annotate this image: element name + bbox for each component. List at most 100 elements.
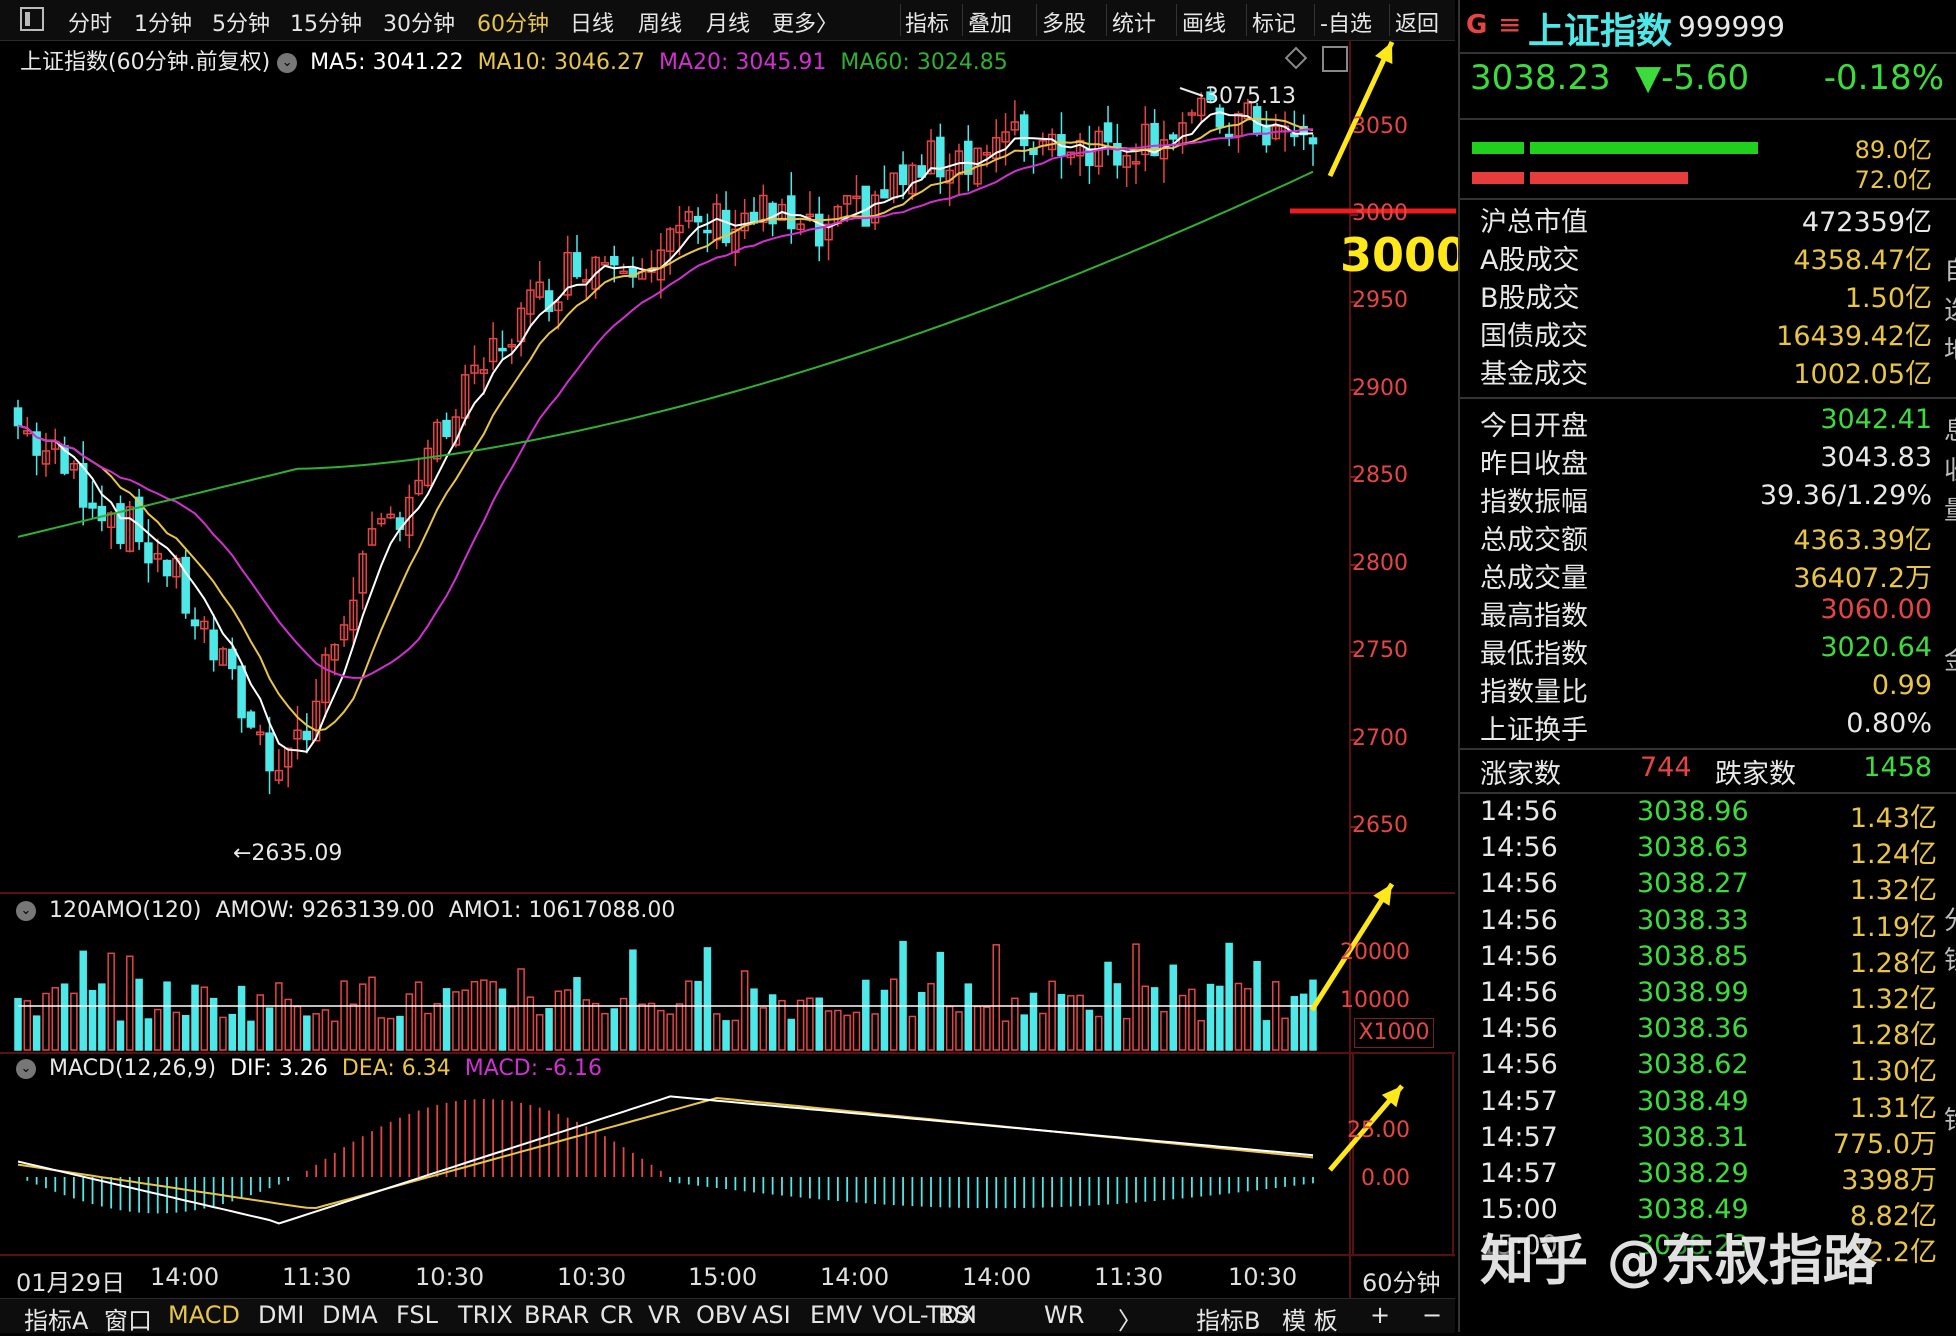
period-tab-5[interactable]: 60分钟 <box>477 12 549 37</box>
candle-body <box>134 496 144 543</box>
edge-cutoff-char: 选 <box>1944 290 1956 327</box>
indicator-tab-4[interactable]: DMA <box>322 1301 378 1329</box>
main-chart-title: 上证指数(60分钟.前复权) <box>20 50 271 75</box>
volume-bar <box>14 998 22 1051</box>
indicator-tab-9[interactable]: VR <box>648 1301 682 1329</box>
indicator-tab-0[interactable]: 指标A <box>24 1307 89 1335</box>
volume-bar <box>116 1020 125 1051</box>
volume-bar <box>98 983 106 1051</box>
indicator-tab-1[interactable]: 窗口 <box>104 1307 152 1335</box>
stat-label: A股成交 <box>1480 245 1580 276</box>
tick-time: 14:56 <box>1480 868 1558 900</box>
volume-bar <box>275 982 283 1051</box>
period-tab-2[interactable]: 5分钟 <box>212 12 270 37</box>
period-tab-8[interactable]: 月线 <box>706 12 751 37</box>
volume-bar <box>433 1003 441 1051</box>
volume-bar <box>554 990 563 1051</box>
stat-row: 沪总市值 472359亿 <box>1472 200 1932 238</box>
main-chart-info: 上证指数(60分钟.前复权) ⌄ MA5: 3041.22 MA10: 3046… <box>20 44 1008 76</box>
volume-bar <box>573 977 581 1051</box>
annotation-arrowhead <box>1374 42 1393 64</box>
index-code: 999999 <box>1678 10 1785 43</box>
kline-chart[interactable] <box>0 0 1456 1298</box>
tool-button-6[interactable]: -自选 <box>1320 12 1372 37</box>
indicator-tab-13[interactable]: VOL-TDX <box>872 1301 976 1329</box>
stat-row: 总成交额 4363.39亿 <box>1472 518 1932 556</box>
toolbar-divider <box>1314 4 1315 36</box>
volume-bar <box>414 981 423 1051</box>
volume-bar <box>806 997 814 1051</box>
volume-bar <box>1290 996 1299 1051</box>
index-name: 上证指数 <box>1528 11 1673 52</box>
volume-bar <box>908 1015 917 1051</box>
tool-button-3[interactable]: 统计 <box>1112 12 1157 37</box>
period-tab-4[interactable]: 30分钟 <box>383 12 455 37</box>
volume-bar <box>1225 942 1233 1051</box>
bottom-right-button-0[interactable]: 指标B <box>1196 1307 1261 1335</box>
tick-row: 14:56 3038.27 1.32亿 <box>1472 868 1937 907</box>
volume-bar <box>396 1015 404 1051</box>
volume-bar <box>871 1013 879 1051</box>
bottom-right-button-2[interactable]: + <box>1370 1301 1391 1329</box>
volume-bar <box>470 980 479 1051</box>
period-tab-0[interactable]: 分时 <box>68 12 113 37</box>
indicator-tab-10[interactable]: OBV <box>696 1301 748 1329</box>
period-tab-3[interactable]: 15分钟 <box>290 12 362 37</box>
volume-bar <box>247 1020 255 1051</box>
indicator-tab-14[interactable]: RSI <box>938 1301 977 1329</box>
bottom-right-button-3[interactable]: − <box>1422 1301 1443 1329</box>
indicator-tab-6[interactable]: TRIX <box>458 1301 513 1329</box>
stat-label: 国债成交 <box>1480 321 1588 352</box>
indicator-tab-16[interactable]: 〉 <box>1118 1307 1142 1335</box>
tool-button-7[interactable]: 返回 <box>1395 12 1440 37</box>
tool-button-1[interactable]: 叠加 <box>968 12 1013 37</box>
macd-settings-icon[interactable]: ⌄ <box>16 1059 36 1079</box>
indicator-tab-3[interactable]: DMI <box>258 1301 305 1329</box>
candle-body <box>759 194 768 223</box>
period-tab-1[interactable]: 1分钟 <box>134 12 192 37</box>
indicator-tab-7[interactable]: BRAR <box>524 1301 590 1329</box>
tick-row: 14:56 3038.85 1.28亿 <box>1472 941 1937 979</box>
volume-settings-icon[interactable]: ⌄ <box>16 901 36 921</box>
indicator-tab-2[interactable]: MACD <box>168 1301 240 1329</box>
candle-body <box>1010 121 1020 131</box>
tool-button-0[interactable]: 指标 <box>905 12 950 37</box>
bottom-right-button-1[interactable]: 模 板 <box>1282 1307 1338 1335</box>
candle-body <box>1169 134 1178 140</box>
indicator-tab-8[interactable]: CR <box>600 1301 634 1329</box>
tick-price: 3038.96 <box>1637 796 1749 827</box>
candles-layer <box>13 88 1318 795</box>
indicator-tab-12[interactable]: EMV <box>810 1301 863 1329</box>
settings-dropdown-icon[interactable]: ⌄ <box>277 53 298 73</box>
volume-bar <box>675 1003 684 1051</box>
volume-bar <box>386 1017 395 1051</box>
indicator-tab-15[interactable]: WR <box>1044 1301 1085 1329</box>
side-panel-icon[interactable] <box>1322 46 1348 72</box>
tool-button-5[interactable]: 标记 <box>1252 12 1297 37</box>
price-axis-tick: 2650 <box>1352 813 1408 838</box>
candle-body <box>628 268 638 278</box>
candle-body <box>106 512 116 528</box>
panel-toggle-icon[interactable] <box>20 7 44 31</box>
indicator-tab-5[interactable]: FSL <box>396 1301 438 1329</box>
volume-bar <box>1150 987 1159 1051</box>
volume-bar <box>703 947 712 1051</box>
volume-bar <box>1309 979 1317 1051</box>
period-tab-7[interactable]: 周线 <box>638 12 683 37</box>
macd-ytick: 25.00 <box>1347 1118 1410 1143</box>
stat-row: 总成交量 36407.2万 <box>1472 556 1932 594</box>
candle-body <box>479 369 489 374</box>
tool-button-2[interactable]: 多股 <box>1042 12 1087 37</box>
period-tab-6[interactable]: 日线 <box>570 12 615 37</box>
menu-icon[interactable]: ≡ <box>1498 8 1522 41</box>
volume-bar <box>1244 987 1252 1051</box>
tick-volume: 1.32亿 <box>1849 875 1937 907</box>
tick-time: 14:56 <box>1480 1013 1558 1045</box>
candle-body <box>740 212 749 232</box>
candle-body <box>675 224 684 234</box>
ma20-line <box>17 128 1314 679</box>
period-tab-9[interactable]: 更多〉 <box>772 12 839 37</box>
volume-bar <box>1057 993 1066 1051</box>
indicator-tab-11[interactable]: ASI <box>752 1301 791 1329</box>
tool-button-4[interactable]: 画线 <box>1182 12 1227 37</box>
